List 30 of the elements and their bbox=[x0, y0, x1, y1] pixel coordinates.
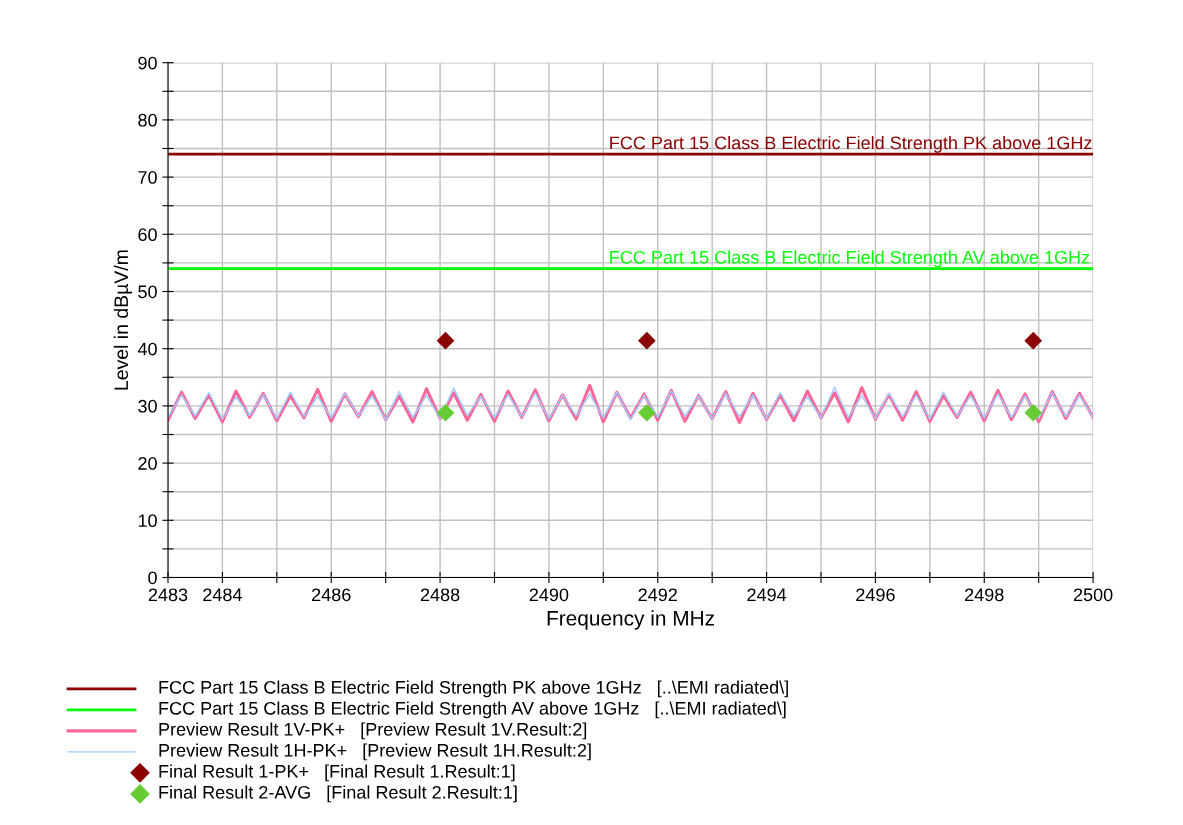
y-tick-label: 10 bbox=[138, 514, 157, 528]
legend-label: FCC Part 15 Class B Electric Field Strength AV above 1GHz [..\EMI radiated\] bbox=[159, 701, 786, 719]
y-tick-label: 90 bbox=[138, 56, 157, 70]
y-tick-label: 70 bbox=[138, 171, 157, 184]
x-tick-label: 2483 bbox=[148, 588, 188, 602]
x-tick-label: 2484 bbox=[203, 588, 242, 602]
y-tick-label: 40 bbox=[137, 342, 157, 356]
x-tick-label: 2500 bbox=[1073, 588, 1113, 602]
annotation: FCC Part 15 Class B Electric Field Strength AV above 1GHz bbox=[610, 250, 1090, 268]
x-tick-label: 2498 bbox=[965, 588, 1004, 602]
y-tick-label: 30 bbox=[138, 399, 157, 413]
x-tick-label: 2494 bbox=[747, 588, 787, 602]
x-tick-label: 2496 bbox=[856, 588, 895, 602]
legend-label: Final Result 1-PK+ [Final Result 1.Result:1] bbox=[159, 764, 515, 782]
y-axis-title: Level in dBµV/m bbox=[113, 250, 132, 390]
legend-label: FCC Part 15 Class B Electric Field Strength PK above 1GHz [..\EMI radiated\] bbox=[159, 680, 788, 698]
x-tick-label: 2488 bbox=[420, 588, 460, 602]
legend-label: Final Result 2-AVG [Final Result 2.Result:1] bbox=[159, 785, 517, 803]
x-tick-label: 2486 bbox=[312, 588, 351, 602]
annotation: FCC Part 15 Class B Electric Field Strength PK above 1GHz bbox=[610, 136, 1092, 153]
x-tick-label: 2492 bbox=[638, 588, 677, 602]
x-tick-label: 2490 bbox=[529, 588, 569, 602]
y-tick-label: 20 bbox=[138, 457, 157, 470]
y-tick-label: 50 bbox=[138, 285, 157, 299]
y-tick-label: 60 bbox=[138, 228, 157, 242]
x-axis-title: Frequency in MHz bbox=[547, 610, 715, 630]
y-tick-label: 80 bbox=[138, 113, 157, 127]
legend-label: Preview Result 1H-PK+ [Preview Result 1H.Result:2] bbox=[159, 743, 591, 761]
y-tick-label: 0 bbox=[148, 571, 157, 585]
legend-label: Preview Result 1V-PK+ [Preview Result 1V.Result:2] bbox=[159, 722, 587, 740]
